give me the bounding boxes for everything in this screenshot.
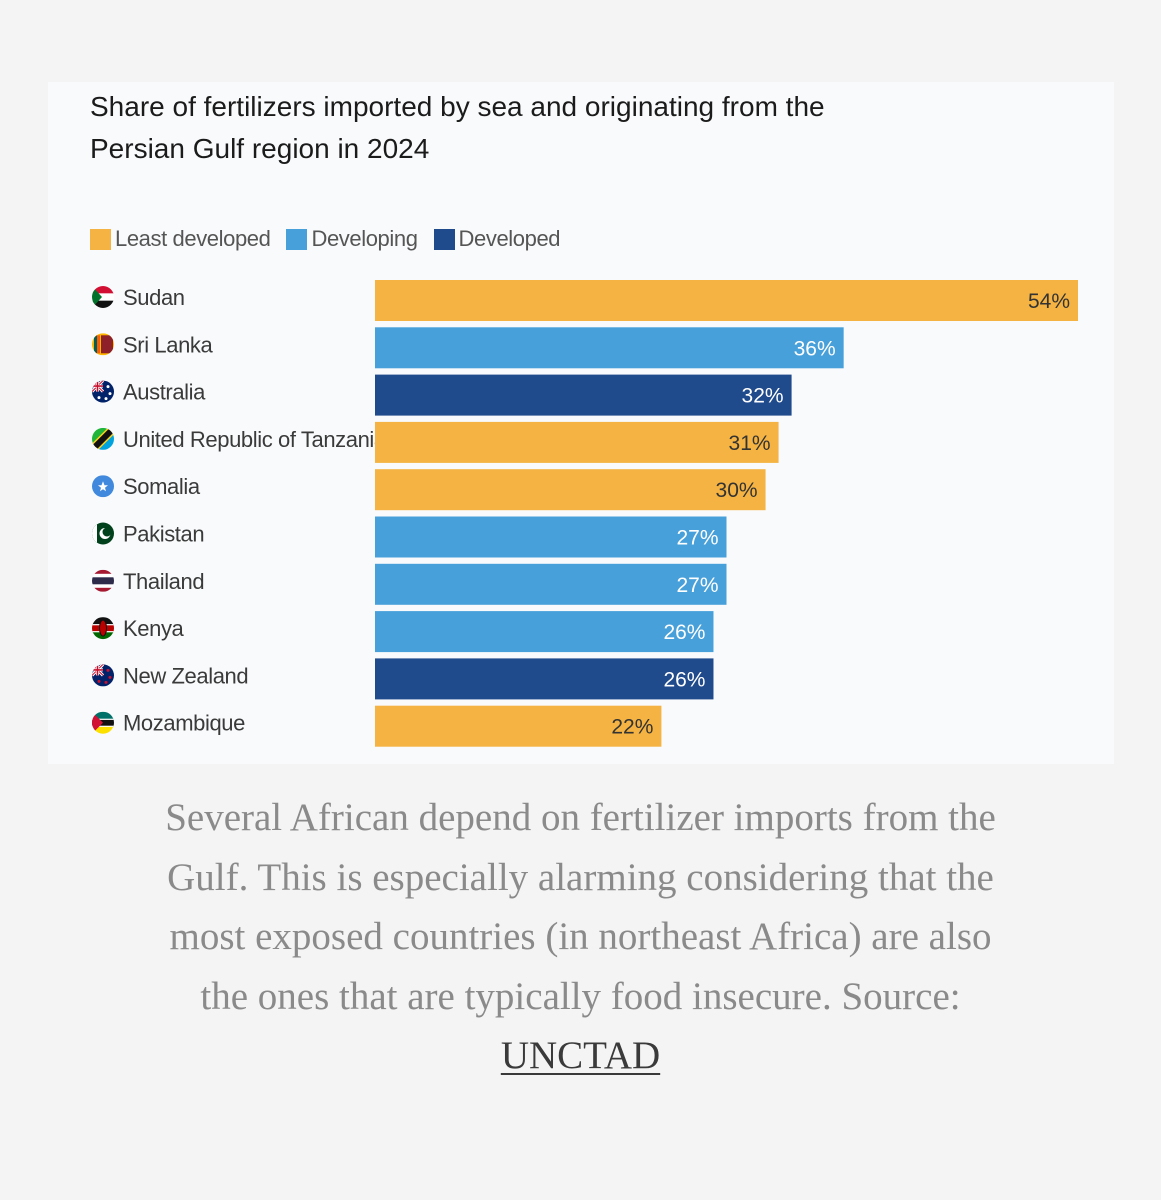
bar-united-republic-of-tanzania	[375, 421, 779, 463]
category-label-sudan: Sudan	[123, 285, 185, 310]
source-link[interactable]: UNCTAD	[500, 1034, 661, 1077]
caption-text: Several African depend on fertilizer imp…	[165, 796, 996, 1018]
legend-item-developed: Developed	[433, 226, 561, 252]
category-label-thailand: Thailand	[123, 569, 204, 594]
category-label-united-republic-of-tanzania: United Republic of Tanzania	[123, 427, 387, 452]
bar-mozambique	[375, 705, 662, 747]
category-label-kenya: Kenya	[123, 616, 185, 641]
chart-title-line-1: Share of fertilizers imported by sea and…	[90, 91, 825, 122]
bar-sudan	[375, 280, 1078, 321]
australia-flag-icon	[92, 380, 114, 403]
value-label-mozambique: 22%	[611, 716, 653, 739]
legend-swatch-developed	[433, 228, 455, 250]
value-label-australia: 32%	[742, 385, 784, 408]
value-label-united-republic-of-tanzania: 31%	[729, 432, 771, 455]
pakistan-flag-icon	[92, 522, 114, 545]
bar-new-zealand	[375, 658, 714, 700]
value-label-pakistan: 27%	[676, 527, 718, 550]
bar-kenya	[375, 611, 714, 653]
legend-swatch-developing	[286, 228, 308, 250]
category-label-new-zealand: New Zealand	[123, 663, 248, 688]
category-label-sri-lanka: Sri Lanka	[123, 332, 214, 357]
legend-label-least-developed: Least developed	[115, 226, 271, 251]
bar-sri-lanka	[375, 327, 844, 369]
legend-item-developing: Developing	[286, 226, 418, 252]
legend-swatch-least-developed	[90, 228, 111, 250]
bar-chart: Sudan 54% Sri Lanka 36% Australia 32% United R…	[92, 280, 1078, 747]
sri-lanka-flag-icon	[92, 333, 114, 356]
bar-somalia	[375, 469, 766, 511]
kenya-flag-icon	[92, 617, 114, 640]
chart-legend: Least developed Developing Developed	[90, 225, 576, 253]
bar-australia	[375, 374, 792, 416]
legend-label-developing: Developing	[311, 226, 418, 251]
category-label-mozambique: Mozambique	[123, 711, 245, 736]
category-label-australia: Australia	[123, 380, 206, 405]
mozambique-flag-icon	[92, 711, 114, 734]
value-label-new-zealand: 26%	[663, 668, 705, 691]
value-label-sudan: 54%	[1028, 290, 1070, 313]
bar-pakistan	[375, 516, 727, 558]
thailand-flag-icon	[92, 569, 114, 592]
legend-label-developed: Developed	[458, 226, 561, 251]
sudan-flag-icon	[92, 286, 114, 308]
value-label-thailand: 27%	[676, 574, 718, 597]
value-label-somalia: 30%	[716, 479, 758, 502]
value-label-sri-lanka: 36%	[794, 337, 836, 360]
category-label-somalia: Somalia	[123, 474, 201, 499]
category-label-pakistan: Pakistan	[123, 522, 204, 547]
legend-item-least-developed: Least developed	[90, 226, 271, 252]
new-zealand-flag-icon	[92, 664, 114, 687]
tanzania-flag-icon	[92, 427, 114, 450]
caption: Several African depend on fertilizer imp…	[160, 788, 1001, 1086]
value-label-kenya: 26%	[663, 621, 705, 644]
somalia-flag-icon	[92, 475, 114, 498]
chart-title-line-2: Persian Gulf region in 2024	[90, 133, 430, 164]
bar-thailand	[375, 563, 727, 605]
chart-title: Share of fertilizers imported by sea and…	[90, 86, 990, 170]
